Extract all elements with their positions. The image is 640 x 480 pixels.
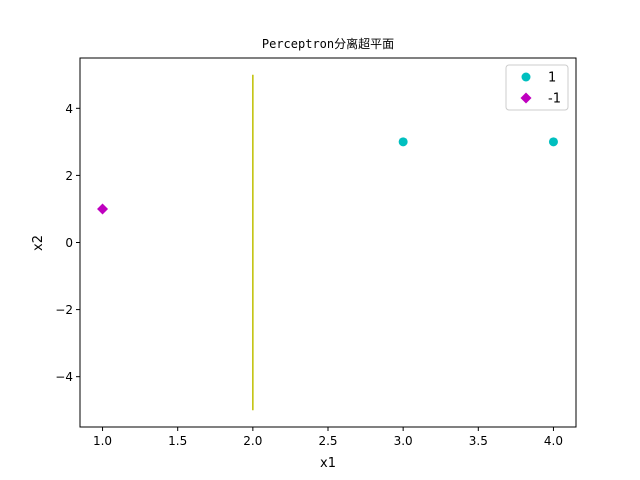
- data-point-series-1-1: [398, 137, 408, 147]
- chart-title: Perceptron分离超平面: [262, 36, 394, 51]
- x-tick-label: 3.0: [394, 434, 413, 448]
- y-tick-label: 0: [65, 236, 73, 250]
- y-tick-label: −4: [55, 370, 73, 384]
- legend-item: -1: [520, 92, 561, 107]
- y-tick-label: −2: [55, 303, 73, 317]
- x-axis-label: x1: [320, 456, 336, 471]
- x-tick-label: 1.5: [168, 434, 187, 448]
- legend-label: 1: [548, 71, 556, 86]
- legend-item: 1: [521, 71, 556, 86]
- y-axis-label: x2: [31, 235, 46, 251]
- x-tick-label: 2.5: [318, 434, 337, 448]
- legend-marker: [520, 92, 532, 104]
- data-point-series-1-2: [548, 137, 558, 147]
- y-tick-label: 4: [65, 102, 73, 116]
- x-tick-label: 3.5: [469, 434, 488, 448]
- y-axis: −4 −2 0 2 4: [55, 102, 80, 384]
- plot-area: [97, 74, 558, 411]
- x-axis: 1.0 1.5 2.0 2.5 3.0 3.5 4.0: [93, 427, 563, 448]
- x-tick-label: 4.0: [544, 434, 563, 448]
- legend-label: -1: [548, 92, 561, 107]
- data-point-series-2-1: [97, 203, 109, 215]
- legend-marker: [521, 72, 531, 82]
- x-tick-label: 1.0: [93, 434, 112, 448]
- x-tick-label: 2.0: [243, 434, 262, 448]
- legend: 1-1: [505, 64, 569, 111]
- y-tick-label: 2: [65, 169, 73, 183]
